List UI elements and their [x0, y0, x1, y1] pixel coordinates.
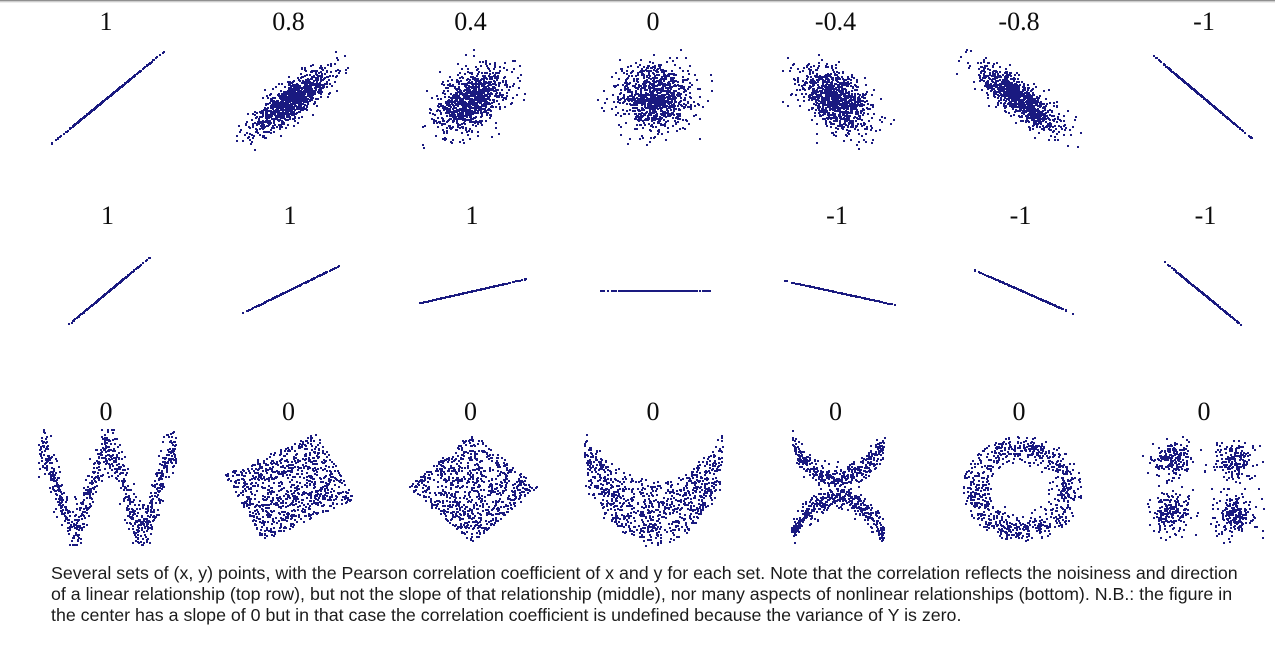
svg-text:-0.8: -0.8 — [998, 7, 1039, 36]
svg-text:-1: -1 — [1193, 7, 1215, 36]
svg-text:0: 0 — [464, 397, 477, 426]
svg-text:0: 0 — [647, 397, 660, 426]
svg-text:0: 0 — [647, 7, 660, 36]
svg-text:1: 1 — [466, 201, 479, 230]
svg-text:-1: -1 — [826, 201, 848, 230]
svg-text:0.4: 0.4 — [454, 7, 487, 36]
svg-text:-1: -1 — [1195, 201, 1217, 230]
svg-text:0.8: 0.8 — [272, 7, 305, 36]
svg-text:0: 0 — [1013, 397, 1026, 426]
svg-text:0: 0 — [829, 397, 842, 426]
svg-text:1: 1 — [101, 201, 114, 230]
svg-text:-1: -1 — [1010, 201, 1032, 230]
svg-text:-0.4: -0.4 — [815, 7, 856, 36]
svg-text:0: 0 — [282, 397, 295, 426]
svg-text:0: 0 — [1198, 397, 1211, 426]
svg-text:1: 1 — [100, 7, 113, 36]
svg-text:1: 1 — [284, 201, 297, 230]
svg-text:0: 0 — [100, 397, 113, 426]
